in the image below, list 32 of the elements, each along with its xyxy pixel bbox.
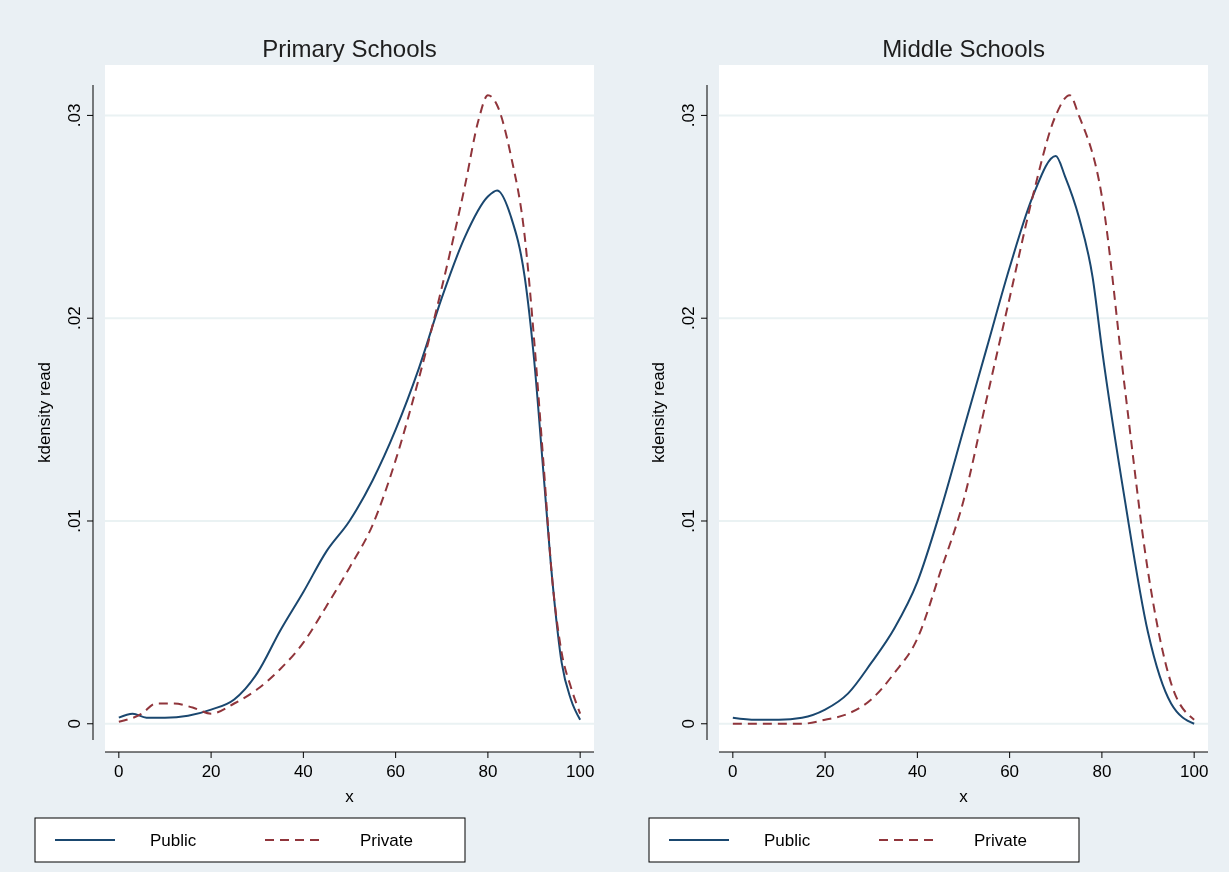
chart-title: Primary Schools <box>262 35 437 62</box>
legend-label: Public <box>150 831 197 850</box>
x-tick-label: 80 <box>1092 762 1112 781</box>
x-tick-label: 20 <box>201 762 221 781</box>
y-tick-label: .01 <box>679 509 698 533</box>
y-axis-title: kdensity read <box>649 361 668 464</box>
x-tick-label: 100 <box>565 762 595 781</box>
x-tick-label: 80 <box>478 762 498 781</box>
x-tick-label: 0 <box>114 762 124 781</box>
x-axis-title: x <box>959 787 969 806</box>
y-tick-label: 0 <box>65 719 84 729</box>
x-tick-label: 60 <box>386 762 406 781</box>
chart-title: Middle Schools <box>882 35 1045 62</box>
legend-label: Public <box>764 831 811 850</box>
y-tick-label: .02 <box>65 306 84 331</box>
x-tick-label: 40 <box>907 762 927 781</box>
y-tick-label: .01 <box>65 509 84 533</box>
legend-label: Private <box>974 831 1027 850</box>
y-tick-label: .02 <box>679 306 698 331</box>
x-tick-label: 20 <box>815 762 835 781</box>
x-tick-label: 60 <box>1000 762 1020 781</box>
x-tick-label: 100 <box>1179 762 1209 781</box>
y-tick-label: .03 <box>679 103 698 128</box>
line-series <box>117 94 582 723</box>
y-tick-label: .03 <box>65 103 84 128</box>
x-tick-label: 0 <box>728 762 738 781</box>
legend-label: Private <box>360 831 413 850</box>
x-tick-label: 40 <box>293 762 313 781</box>
x-axis-title: x <box>345 787 355 806</box>
y-tick-label: 0 <box>679 719 698 729</box>
y-axis-title: kdensity read <box>35 361 54 464</box>
line-series <box>117 189 582 721</box>
